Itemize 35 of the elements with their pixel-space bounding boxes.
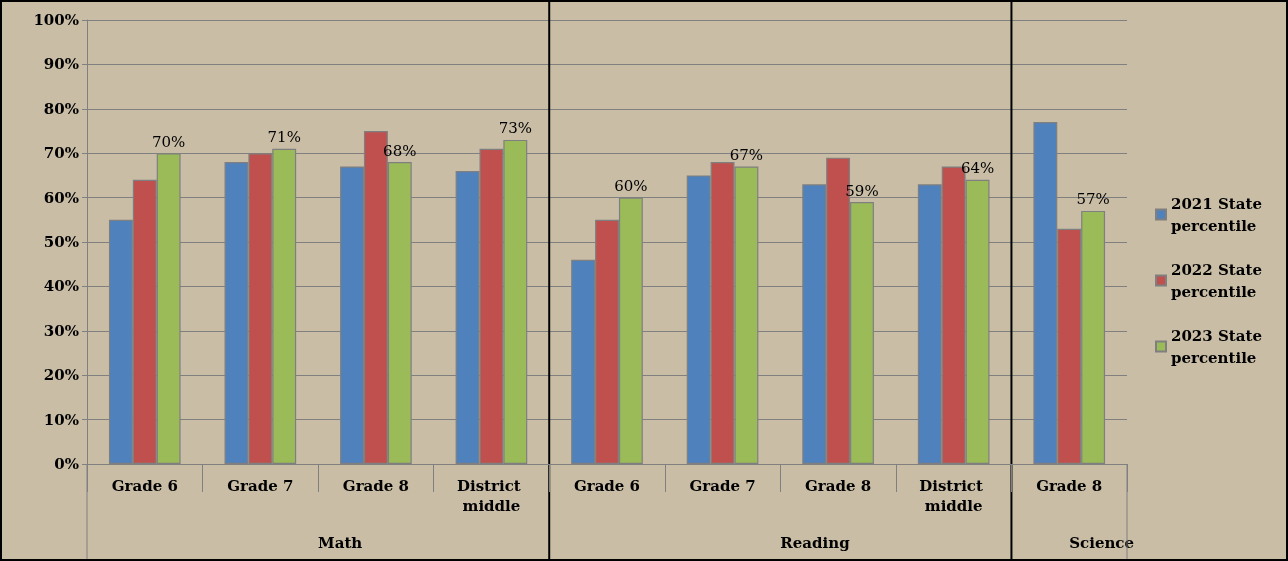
y-tick-label: 80% (43, 99, 79, 118)
data-label: 57% (1076, 190, 1110, 209)
data-label: 59% (845, 181, 879, 200)
y-tick-label: 100% (33, 11, 79, 29)
x-tick-label: Grade 6 (111, 477, 178, 495)
x-tick-label: Grade 7 (689, 477, 756, 495)
data-label: 73% (498, 119, 532, 138)
x-tick-label: Grade 8 (1036, 477, 1103, 495)
data-label: 71% (267, 128, 301, 147)
x-tick-label: District middle (919, 477, 989, 515)
data-label: 68% (383, 141, 417, 160)
data-label: 67% (729, 146, 764, 165)
x-tick-label: District middle (456, 477, 526, 515)
x-tick-label: Grade 8 (805, 477, 872, 495)
text: Science (1069, 533, 1135, 552)
x-tick-label: Grade 7 (227, 477, 294, 495)
legend-label: 2021 State percentile (1171, 194, 1268, 235)
legend-label: 2023 State percentile (1171, 326, 1268, 367)
y-tick-label: 10% (43, 410, 79, 429)
data-label: 64% (960, 159, 995, 178)
data-label: 60% (614, 177, 648, 196)
y-tick-label: 50% (43, 233, 79, 251)
x-tick-label: Grade 6 (573, 477, 641, 495)
y-tick-label: 60% (43, 188, 79, 207)
y-tick-label: 90% (43, 55, 79, 74)
text: Math (318, 533, 363, 552)
text: Reading (780, 533, 851, 552)
data-label: 70% (151, 132, 186, 151)
y-tick-label: 40% (43, 277, 79, 296)
y-tick-label: 70% (43, 144, 79, 163)
y-tick-label: 30% (43, 321, 79, 340)
y-tick-label: 0% (54, 455, 79, 473)
y-tick-label: 20% (43, 366, 79, 385)
x-tick-label: Grade 8 (342, 477, 409, 495)
legend-label: 2022 State percentile (1171, 260, 1268, 301)
